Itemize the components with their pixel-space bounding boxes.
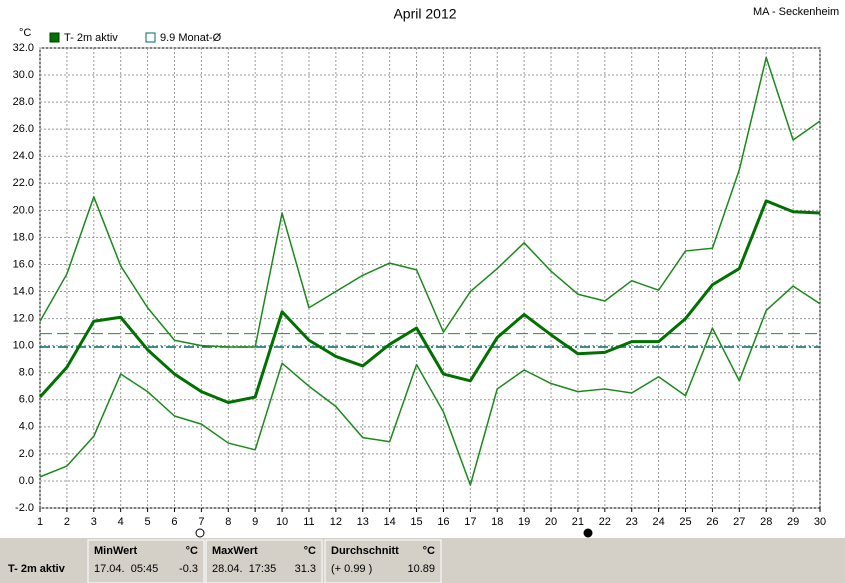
stats-header: MaxWert [212, 545, 258, 557]
y-tick-label: 2.0 [19, 448, 34, 460]
y-tick-label: 18.0 [13, 231, 34, 243]
series-line [39, 285, 821, 486]
x-tick-label: 27 [733, 516, 745, 528]
plot-area [39, 47, 821, 509]
y-tick-label: -2.0 [15, 502, 34, 514]
series-line [39, 56, 821, 348]
x-tick-label: 13 [357, 516, 369, 528]
x-tick-label: 29 [787, 516, 799, 528]
x-tick-label: 4 [118, 516, 124, 528]
y-tick-label: 14.0 [13, 285, 34, 297]
x-tick-label: 18 [491, 516, 503, 528]
y-tick-label: 32.0 [13, 42, 34, 54]
x-tick-label: 1 [37, 516, 43, 528]
x-tick-label: 23 [626, 516, 638, 528]
station: MA - Seckenheim [753, 6, 839, 18]
y-tick-label: 8.0 [19, 367, 34, 379]
x-tick-label: 17 [464, 516, 476, 528]
y-tick-label: 22.0 [13, 177, 34, 189]
x-tick-label: 20 [545, 516, 557, 528]
x-tick-label: 11 [303, 516, 314, 528]
x-tick-label: 25 [679, 516, 691, 528]
series-line [38, 199, 821, 404]
y-tick-label: 16.0 [13, 258, 34, 270]
legend-swatch [49, 32, 60, 43]
y-tick-label: 12.0 [13, 312, 34, 324]
x-tick-label: 5 [145, 516, 151, 528]
stats-detail: 17.04. 05:45 [94, 563, 158, 575]
y-tick-label: 28.0 [13, 96, 34, 108]
stats-unit: °C [423, 545, 435, 557]
x-tick-label: 6 [171, 516, 177, 528]
y-tick-label: 24.0 [13, 150, 34, 162]
stats-detail: (+ 0.99 ) [331, 563, 372, 575]
x-tick-label: 30 [814, 516, 826, 528]
stats-unit: °C [304, 545, 316, 557]
stats-row-label: T- 2m aktiv [8, 563, 66, 575]
y-unit: °C [19, 27, 31, 39]
stats-cell [324, 539, 442, 583]
x-tick-label: 12 [330, 516, 342, 528]
y-tick-label: 0.0 [19, 475, 34, 487]
x-tick-label: 3 [91, 516, 97, 528]
y-tick-label: 26.0 [13, 123, 34, 135]
legend-label: 9.9 Monat-Ø [160, 32, 222, 44]
legend-label: T- 2m aktiv [64, 32, 118, 44]
moon-icon [195, 528, 205, 538]
x-tick-label: 8 [225, 516, 231, 528]
y-tick-label: 4.0 [19, 421, 34, 433]
stats-value: 31.3 [295, 563, 316, 575]
x-tick-label: 21 [572, 516, 584, 528]
x-tick-label: 10 [276, 516, 288, 528]
y-tick-label: 20.0 [13, 204, 34, 216]
stats-unit: °C [186, 545, 198, 557]
chart-title: April 2012 [393, 6, 456, 22]
moon-icon [583, 528, 593, 538]
x-tick-label: 9 [252, 516, 258, 528]
x-tick-label: 15 [410, 516, 422, 528]
y-tick-label: 30.0 [13, 69, 34, 81]
y-tick-label: 6.0 [19, 394, 34, 406]
stats-value: -0.3 [179, 563, 198, 575]
x-tick-label: 26 [706, 516, 718, 528]
y-tick-label: 10.0 [13, 340, 34, 352]
x-tick-label: 7 [198, 516, 204, 528]
stats-cell [205, 539, 323, 583]
x-tick-label: 19 [518, 516, 530, 528]
x-tick-label: 16 [437, 516, 449, 528]
stats-value: 10.89 [407, 563, 435, 575]
stats-header: MinWert [94, 545, 138, 557]
legend-swatch [145, 32, 156, 43]
x-tick-label: 2 [64, 516, 70, 528]
x-tick-label: 28 [760, 516, 772, 528]
x-tick-label: 24 [652, 516, 664, 528]
stats-cell [87, 539, 205, 583]
stats-detail: 28.04. 17:35 [212, 563, 276, 575]
stats-header: Durchschnitt [331, 545, 399, 557]
x-tick-label: 22 [599, 516, 611, 528]
x-tick-label: 14 [384, 516, 396, 528]
